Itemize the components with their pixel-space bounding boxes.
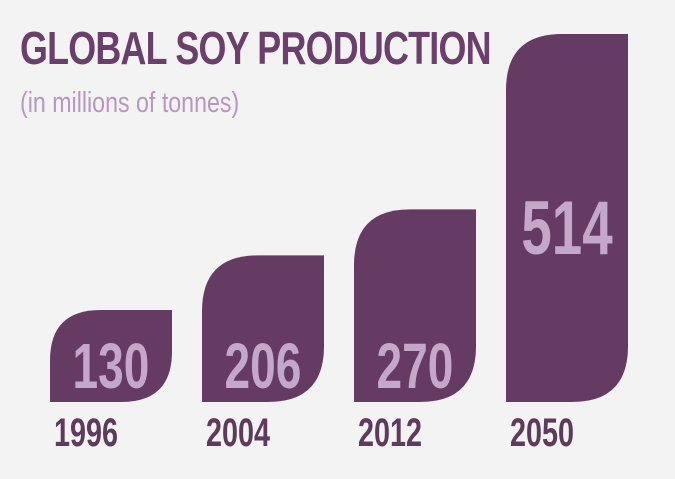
value-label-1996: 130	[73, 331, 150, 402]
year-label-2050: 2050	[510, 410, 574, 455]
bar-2050	[506, 34, 628, 402]
year-label-1996: 1996	[54, 410, 118, 455]
bar-1996	[50, 310, 172, 402]
value-label-2004: 206	[225, 331, 302, 402]
year-label-2004: 2004	[206, 410, 271, 455]
bar-2012	[354, 209, 476, 402]
chart-title: GLOBAL SOY PRODUCTION	[20, 22, 491, 74]
bar-2004	[202, 255, 324, 402]
value-label-2050: 514	[521, 186, 612, 271]
year-label-2012: 2012	[358, 410, 422, 455]
chart-subtitle: (in millions of tonnes)	[20, 87, 240, 119]
value-label-2012: 270	[377, 331, 454, 402]
